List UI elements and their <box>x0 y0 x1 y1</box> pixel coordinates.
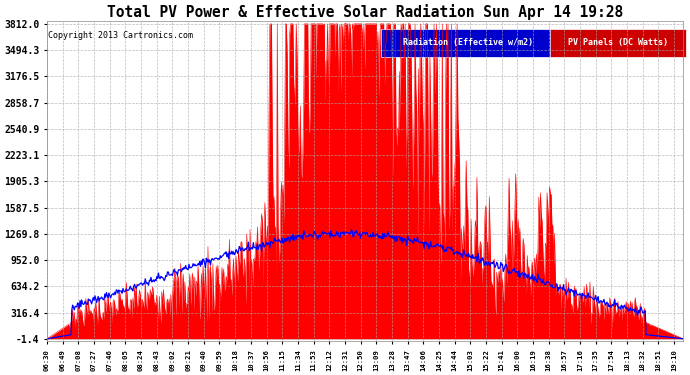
Text: Radiation (Effective w/m2): Radiation (Effective w/m2) <box>404 38 533 47</box>
FancyBboxPatch shape <box>381 29 556 57</box>
FancyBboxPatch shape <box>549 29 687 57</box>
Title: Total PV Power & Effective Solar Radiation Sun Apr 14 19:28: Total PV Power & Effective Solar Radiati… <box>107 4 623 20</box>
Text: PV Panels (DC Watts): PV Panels (DC Watts) <box>568 38 668 47</box>
Text: Copyright 2013 Cartronics.com: Copyright 2013 Cartronics.com <box>48 31 193 40</box>
